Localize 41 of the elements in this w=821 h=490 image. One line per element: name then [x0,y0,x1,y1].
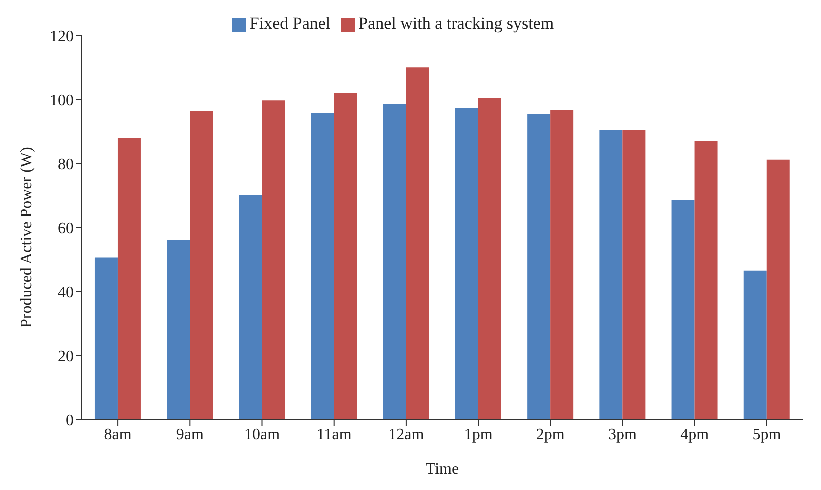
bar [455,108,478,420]
bar [766,160,790,420]
bar [311,113,334,420]
y-tick-label: 60 [58,220,74,238]
x-tick-label: 2pm [536,426,566,444]
bar [694,140,718,420]
bar [672,200,695,420]
x-tick-label: 9am [176,426,204,444]
bar [744,270,767,420]
legend-label: Fixed Panel [250,14,331,33]
bar [550,110,574,420]
x-tick-label: 10am [244,426,281,444]
x-tick-label: 1pm [464,426,494,444]
x-tick-label: 3pm [608,426,638,444]
y-tick-label: 120 [50,28,74,46]
bar [478,98,502,420]
bar [118,138,141,420]
y-tick-label: 0 [66,412,74,430]
bar [167,240,190,420]
y-tick-label: 100 [50,92,74,110]
x-tick-label: 5pm [752,426,782,444]
x-tick-label: 11am [316,426,352,444]
y-tick-label: 80 [58,156,74,174]
bar [262,100,286,420]
bar [334,92,358,420]
x-tick-label: 8am [104,426,132,444]
x-tick-label: 12am [388,426,425,444]
y-axis-title: Produced Active Power (W) [18,147,36,328]
bar [94,258,118,420]
legend-label: Panel with a tracking system [358,14,554,33]
bar [406,68,430,420]
bar [190,111,214,420]
bar [622,130,646,420]
x-axis-title: Time [426,461,460,478]
y-tick-label: 20 [58,348,74,366]
y-tick-label: 40 [58,284,74,302]
x-tick-label: 4pm [680,426,710,444]
bar [528,114,551,420]
bar [600,130,623,420]
bar [239,195,262,420]
bar [383,104,406,420]
